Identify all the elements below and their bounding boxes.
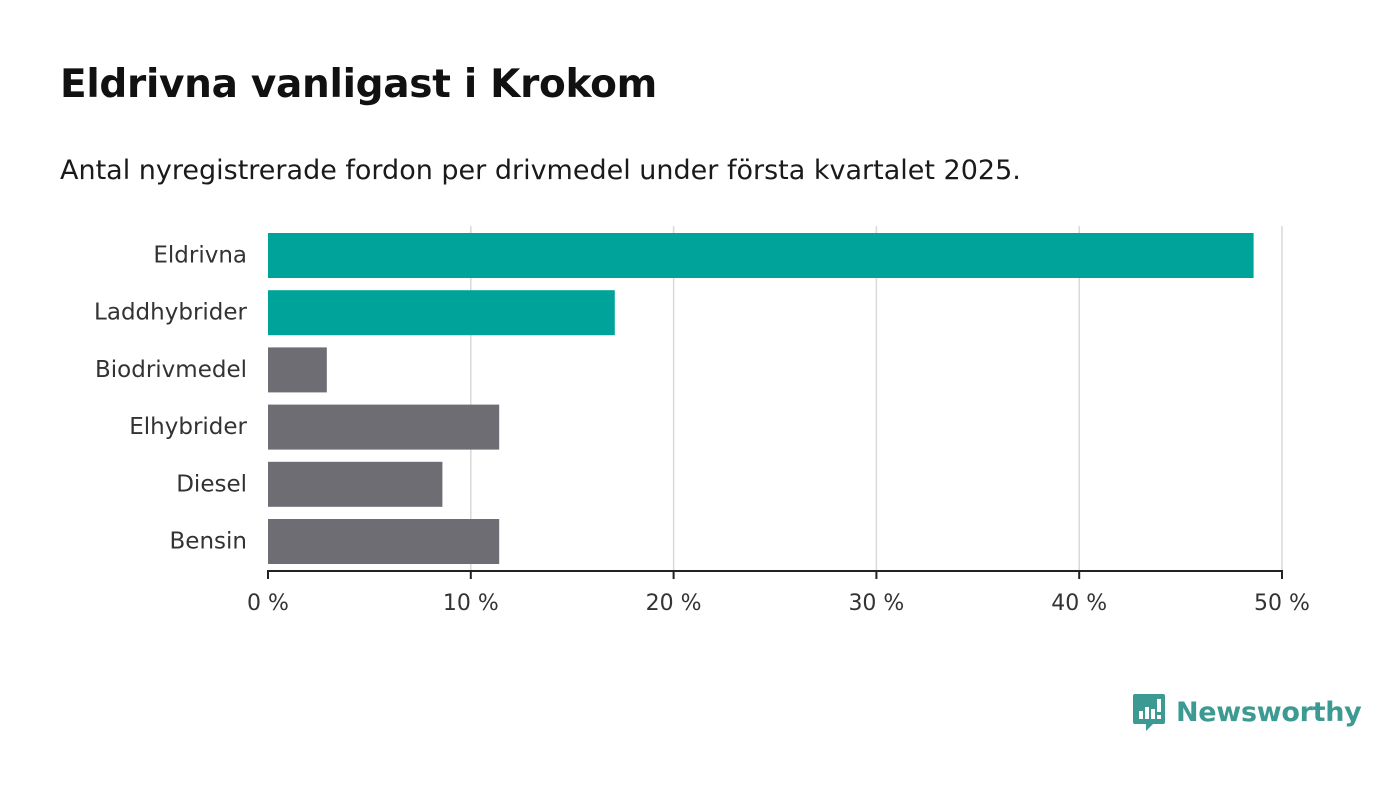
category-label: Bensin: [170, 529, 247, 555]
x-tick-label: 40 %: [1051, 591, 1107, 616]
category-label: Biodrivmedel: [95, 357, 247, 383]
x-tick-label: 50 %: [1254, 591, 1310, 616]
category-label: Eldrivna: [153, 243, 247, 269]
bar-laddhybrider: [268, 290, 615, 336]
bar-elhybrider: [268, 404, 500, 450]
bars: [268, 233, 1254, 564]
category-label: Elhybrider: [129, 414, 247, 440]
chart-subtitle: Antal nyregistrerade fordon per drivmede…: [60, 155, 1021, 186]
x-tick-label: 10 %: [443, 591, 499, 616]
x-axis: 0 % 10 % 20 % 30 % 40 % 50 %: [247, 570, 1310, 616]
newsworthy-logo-icon: [1133, 694, 1165, 731]
x-tick-label: 30 %: [848, 591, 904, 616]
grid-lines: [470, 226, 1283, 571]
bar-eldrivna: [268, 233, 1254, 278]
category-label: Diesel: [176, 471, 247, 497]
bar-bensin: [268, 519, 500, 564]
category-label: Laddhybrider: [94, 300, 247, 326]
newsworthy-logo: Newsworthy: [1132, 692, 1362, 732]
bar-diesel: [268, 461, 443, 507]
category-labels: Eldrivna Laddhybrider Biodrivmedel Elhybrid…: [94, 243, 247, 555]
chart-title: Eldrivna vanligast i Krokom: [60, 62, 657, 107]
brand-name: Newsworthy: [1176, 696, 1362, 728]
x-tick-label: 20 %: [646, 591, 702, 616]
bar-biodrivmedel: [268, 347, 327, 393]
x-tick-label: 0 %: [247, 591, 289, 616]
